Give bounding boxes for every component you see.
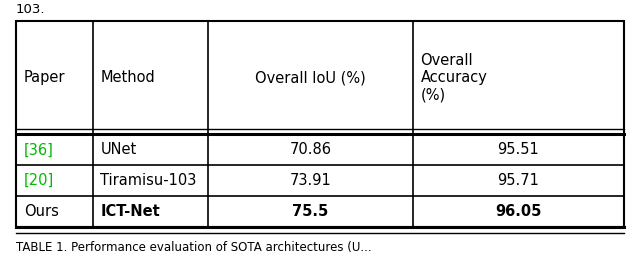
Text: 95.71: 95.71: [497, 173, 540, 188]
Text: UNet: UNet: [100, 142, 137, 157]
Text: [36]: [36]: [24, 142, 54, 157]
Text: 95.51: 95.51: [497, 142, 540, 157]
Bar: [16, 21, 624, 227]
Text: TABLE 1. Performance evaluation of SOTA architectures (U...: TABLE 1. Performance evaluation of SOTA …: [16, 241, 372, 254]
Text: Tiramisu-103: Tiramisu-103: [100, 173, 197, 188]
Text: Ours: Ours: [24, 204, 58, 219]
Text: ICT-Net: ICT-Net: [100, 204, 160, 219]
Text: Method: Method: [100, 70, 156, 85]
Text: 73.91: 73.91: [289, 173, 332, 188]
Bar: [16, 21, 624, 227]
Text: Overall
Accuracy
(%): Overall Accuracy (%): [420, 53, 487, 103]
Text: 70.86: 70.86: [289, 142, 332, 157]
Text: 96.05: 96.05: [495, 204, 541, 219]
Text: 75.5: 75.5: [292, 204, 328, 219]
Text: [20]: [20]: [24, 173, 54, 188]
Text: Overall IoU (%): Overall IoU (%): [255, 70, 366, 85]
Text: Paper: Paper: [24, 70, 65, 85]
Text: 103.: 103.: [16, 3, 45, 16]
